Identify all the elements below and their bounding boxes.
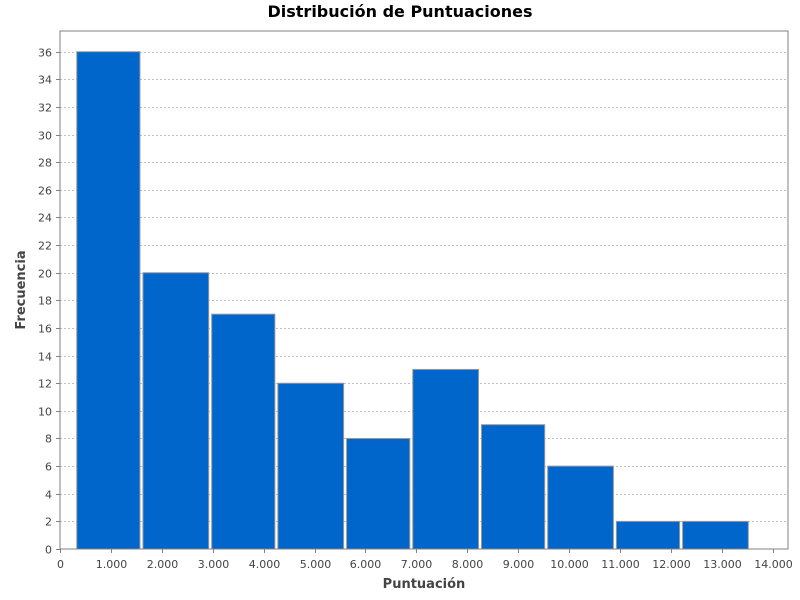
histogram-bar — [142, 272, 210, 550]
y-tick-label: 32 — [38, 102, 52, 115]
y-tick-label: 14 — [38, 351, 52, 364]
histogram-bar — [547, 465, 614, 550]
plot-area-frame — [59, 30, 789, 550]
y-tick-label: 34 — [38, 74, 52, 87]
y-tick-label: 30 — [38, 130, 52, 143]
histogram-bar — [277, 382, 345, 550]
x-tick-label: 9.000 — [503, 558, 535, 571]
x-tick-label: 10.000 — [550, 558, 589, 571]
y-tick-label: 16 — [38, 323, 52, 336]
y-axis-label: Frecuencia — [14, 250, 29, 329]
x-tick-label: 1.000 — [96, 558, 128, 571]
y-tick-label: 12 — [38, 378, 52, 391]
x-axis: 0 1.000 2.000 3.000 4.000 5.000 6.000 7.000 8.00… — [57, 549, 793, 571]
y-tick-label: 28 — [38, 157, 52, 170]
x-tick-label: 4.000 — [249, 558, 281, 571]
y-tick-label: 0 — [45, 544, 52, 557]
y-tick-label: 22 — [38, 240, 52, 253]
y-tick-label: 6 — [45, 461, 52, 474]
y-tick-label: 20 — [38, 268, 52, 281]
y-tick-label: 8 — [45, 433, 52, 446]
x-tick-label: 11.000 — [601, 558, 640, 571]
x-tick-label: 14.000 — [754, 558, 793, 571]
y-tick-label: 24 — [38, 212, 52, 225]
histogram-bar — [682, 520, 749, 550]
x-tick-label: 7.000 — [401, 558, 433, 571]
x-tick-label: 8.000 — [452, 558, 484, 571]
x-tick-label: 2.000 — [147, 558, 179, 571]
y-tick-label: 10 — [38, 406, 52, 419]
bars — [76, 51, 749, 550]
y-tick-label: 18 — [38, 295, 52, 308]
y-tick-label: 2 — [45, 516, 52, 529]
y-tick-label: 36 — [38, 47, 52, 60]
y-tick-label: 26 — [38, 185, 52, 198]
histogram-bar — [481, 424, 546, 550]
x-axis-label: Puntuación — [383, 577, 466, 592]
x-tick-label: 0 — [57, 558, 64, 571]
x-tick-label: 13.000 — [703, 558, 742, 571]
x-tick-label: 5.000 — [300, 558, 332, 571]
histogram-bar — [346, 437, 411, 550]
histogram-bar — [412, 368, 480, 550]
x-tick-label: 6.000 — [350, 558, 382, 571]
histogram-bar — [615, 520, 681, 550]
histogram-bar — [76, 51, 141, 550]
histogram-bar — [211, 313, 276, 550]
x-tick-label: 3.000 — [198, 558, 230, 571]
chart-title: Distribución de Puntuaciones — [267, 2, 533, 21]
y-tick-label: 4 — [45, 489, 52, 502]
x-tick-label: 12.000 — [652, 558, 691, 571]
